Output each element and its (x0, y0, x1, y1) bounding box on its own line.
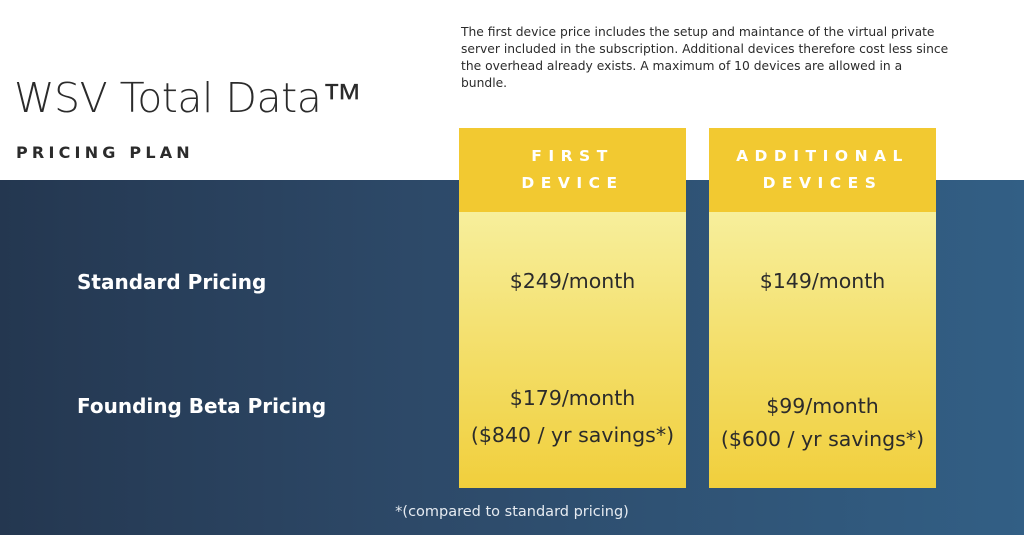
price-beta-additional-devices: $99/month (766, 394, 879, 418)
price-beta-first-device: $179/month (509, 386, 636, 410)
savings-beta-first-device: ($840 / yr savings*) (470, 423, 675, 447)
savings-beta-additional-devices: ($600 / yr savings*) (720, 427, 925, 451)
column-header-additional-devices: ADDITIONAL DEVICES (709, 128, 936, 212)
row-label-founding-beta-pricing: Founding Beta Pricing (77, 394, 327, 418)
footnote: *(compared to standard pricing) (395, 504, 629, 520)
column-body-first-device (459, 212, 686, 488)
pricing-note: The first device price includes the setu… (461, 25, 949, 90)
column-header-first-device: FIRST DEVICE (459, 128, 686, 212)
price-standard-first-device: $249/month (509, 269, 636, 293)
column-body-additional-devices (709, 212, 936, 488)
row-label-standard-pricing: Standard Pricing (77, 270, 267, 294)
price-standard-additional-devices: $149/month (759, 269, 886, 293)
page-subtitle: PRICING PLAN (16, 143, 194, 162)
page-title: WSV Total Data™ (14, 74, 362, 122)
